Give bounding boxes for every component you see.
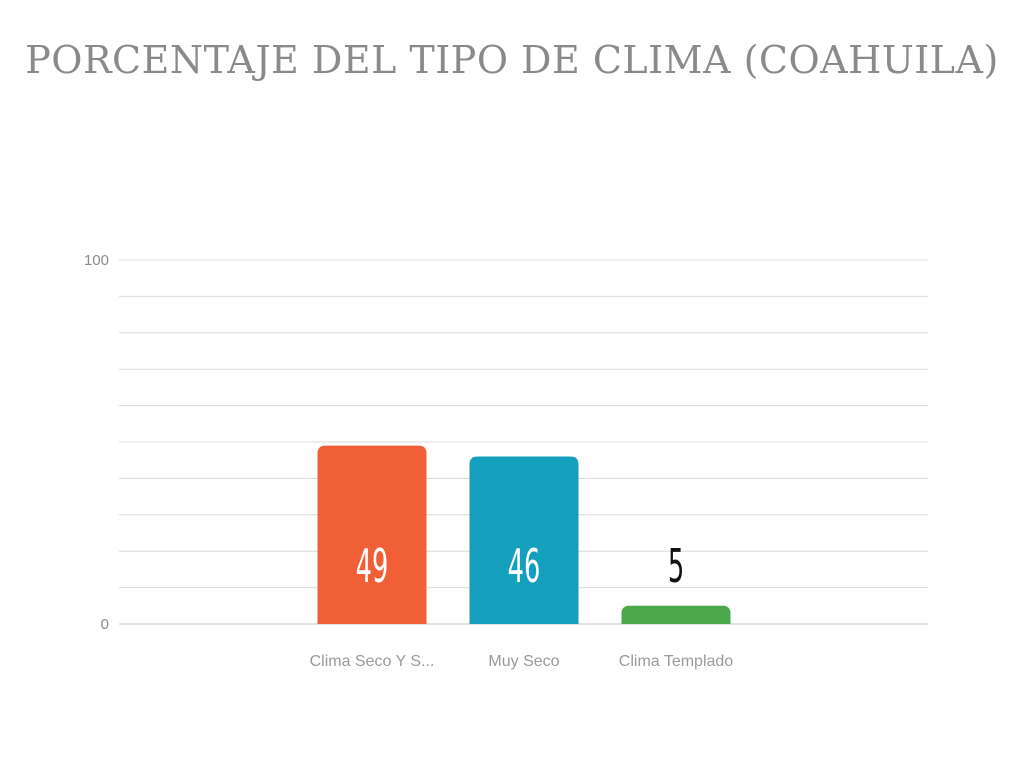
chart-title: PORCENTAJE DEL TIPO DE CLIMA (COAHUILA) <box>25 38 999 82</box>
category-label: Clima Seco Y S... <box>310 653 435 670</box>
y-tick-label: 0 <box>101 616 109 633</box>
category-label: Clima Templado <box>619 653 734 670</box>
bars <box>317 445 731 624</box>
bar <box>469 456 579 624</box>
bar <box>621 605 731 624</box>
y-axis-ticks: 0 100 <box>84 252 109 633</box>
y-tick-label: 100 <box>84 252 109 269</box>
data-label: 49 <box>356 540 389 594</box>
category-label: Muy Seco <box>488 653 559 670</box>
data-labels: 49 46 5 <box>356 540 684 594</box>
bar <box>317 445 427 624</box>
category-labels: Clima Seco Y S... Muy Seco Clima Templado <box>310 653 734 670</box>
data-label: 46 <box>508 540 541 594</box>
data-label: 5 <box>668 540 684 594</box>
